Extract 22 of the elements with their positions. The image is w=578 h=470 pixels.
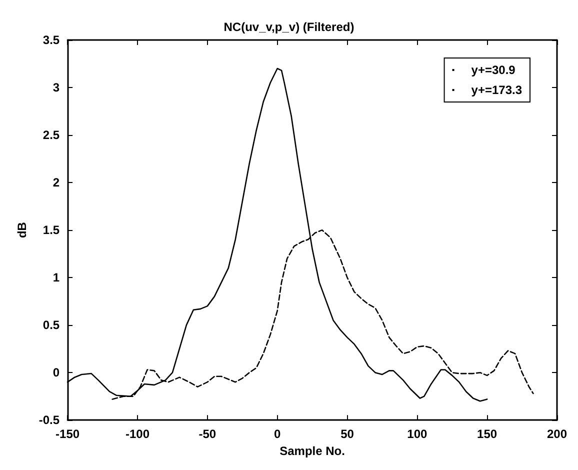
legend-label: y+=173.3 bbox=[471, 83, 522, 97]
x-tick-label: 150 bbox=[477, 427, 498, 442]
y-tick-label: 3.5 bbox=[42, 33, 60, 47]
chart-title: NC(uv_v,p_v) (Filtered) bbox=[224, 20, 354, 34]
y-axis-title: dB bbox=[15, 222, 29, 238]
x-tick-label: -100 bbox=[125, 427, 150, 442]
y-tick-label: 2 bbox=[52, 176, 60, 190]
x-tick-label: -150 bbox=[56, 427, 80, 442]
x-tick-label: 50 bbox=[340, 427, 354, 442]
y-tick-label: 0 bbox=[52, 366, 60, 380]
legend-label: y+=30.9 bbox=[471, 63, 516, 77]
y-tick-label: 1.5 bbox=[42, 223, 60, 238]
x-axis-title: Sample No. bbox=[280, 444, 345, 458]
x-tick-label: -50 bbox=[198, 427, 216, 442]
y-tick-label: 3 bbox=[52, 80, 60, 95]
y-tick-label: -0.5 bbox=[38, 413, 60, 428]
x-tick-label: 0 bbox=[274, 427, 281, 442]
x-tick-label: 200 bbox=[546, 427, 568, 442]
y-tick-label: 0.5 bbox=[42, 318, 60, 332]
x-tick-label: 100 bbox=[407, 427, 428, 442]
y-tick-label: 2.5 bbox=[42, 128, 60, 142]
y-tick-label: 1 bbox=[52, 270, 60, 285]
